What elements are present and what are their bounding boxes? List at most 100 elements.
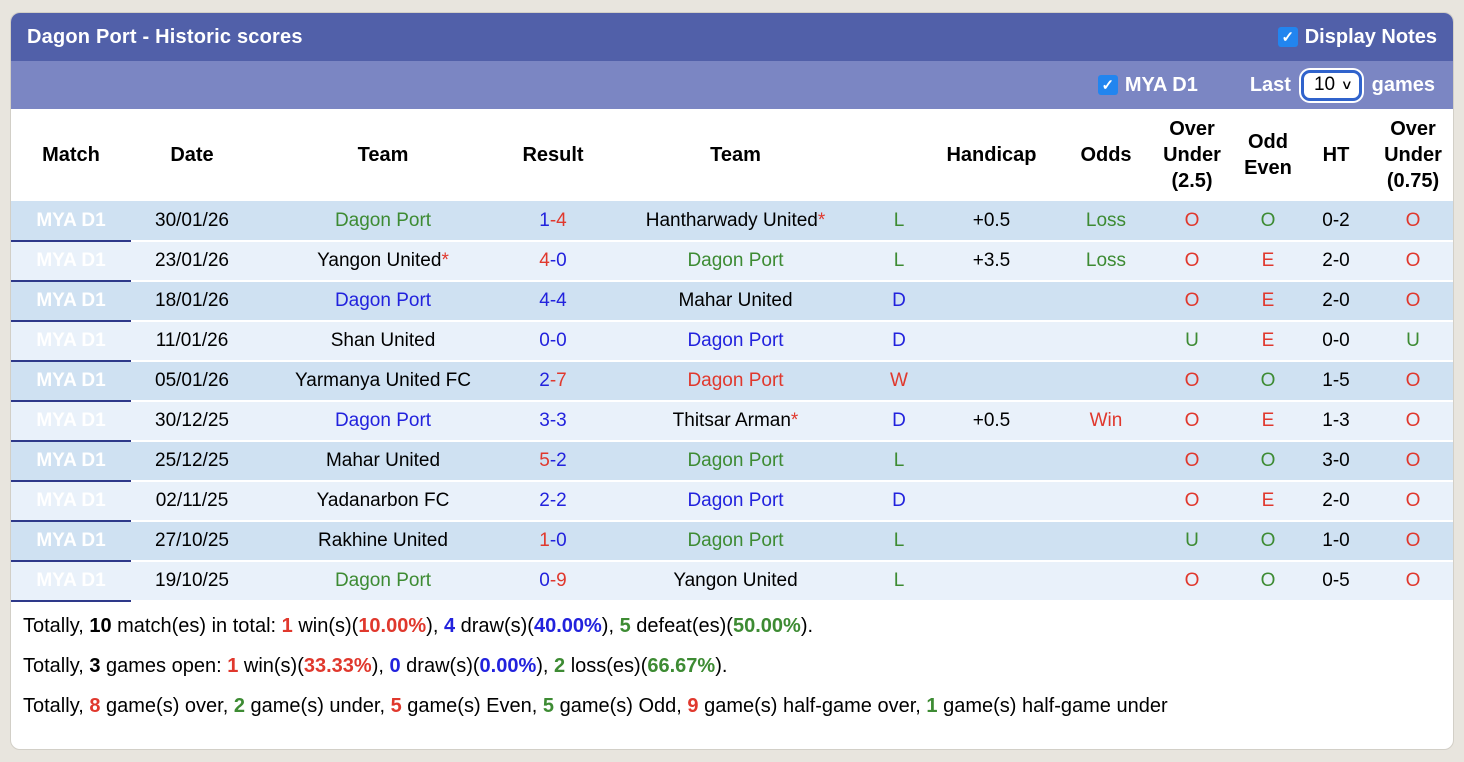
half-time-cell: 2-0: [1301, 281, 1371, 322]
summary-segment: draw(s)(: [400, 655, 480, 677]
over-under-2-5-cell: O: [1149, 201, 1235, 242]
display-notes-checkbox[interactable]: ✓: [1277, 27, 1298, 47]
summary-line: Totally, 3 games open: 1 win(s)(33.33%),…: [23, 646, 1441, 686]
date-cell: 11/01/26: [131, 321, 253, 362]
summary-segment: 50.00%: [732, 615, 801, 637]
odd-even-cell: O: [1235, 201, 1301, 242]
outcome-cell: L: [878, 561, 920, 602]
panel-title: Dagon Port - Historic scores: [27, 25, 303, 48]
summary-segment: win(s)(: [238, 655, 304, 677]
team-name: Dagon Port: [334, 570, 432, 591]
over-under-2-5-cell: O: [1149, 241, 1235, 282]
over-under-0-75-cell: O: [1371, 561, 1453, 602]
home-team-cell: Dagon Port: [253, 401, 513, 442]
score-separator: -: [549, 450, 557, 471]
handicap-cell: [920, 481, 1063, 522]
half-time-cell: 2-0: [1301, 241, 1371, 282]
away-team-cell: Dagon Port: [593, 521, 878, 562]
col-header-over-under-2-5: Over Under (2.5): [1149, 109, 1235, 201]
handicap-cell: [920, 281, 1063, 322]
games-count-value: 10: [1313, 73, 1336, 95]
col-header-odds: Odds: [1063, 109, 1149, 201]
league-cell: MYA D1: [11, 481, 131, 522]
summary-segment: win(s)(: [292, 615, 359, 637]
handicap-cell: +0.5: [920, 401, 1063, 442]
team-name: Rakhine United: [318, 530, 448, 551]
half-time-cell: 0-2: [1301, 201, 1371, 242]
summary-segment: 4: [443, 615, 456, 637]
display-notes-label: Display Notes: [1304, 25, 1437, 48]
summary-segment: 5: [619, 615, 631, 637]
outcome-cell: W: [878, 361, 920, 402]
summary-segment: Totally,: [23, 655, 90, 677]
odd-even-cell: E: [1235, 321, 1301, 362]
date-cell: 25/12/25: [131, 441, 253, 482]
away-score: 0: [556, 530, 567, 551]
away-score: 4: [556, 209, 567, 231]
league-checkbox[interactable]: ✓: [1097, 75, 1118, 95]
away-team-cell: Dagon Port: [593, 481, 878, 522]
odd-even-cell: E: [1235, 281, 1301, 322]
result-cell: 4-4: [513, 281, 593, 322]
odd-even-cell: E: [1235, 241, 1301, 282]
summary-segment: game(s) Odd,: [554, 695, 688, 717]
summary-segment: 3: [89, 655, 101, 677]
over-under-0-75-cell: O: [1371, 241, 1453, 282]
away-score: 3: [556, 410, 567, 431]
games-count-select[interactable]: 10 ∨: [1300, 69, 1362, 101]
summary-segment: 2: [554, 655, 566, 677]
team-name: Mahar United: [325, 450, 441, 471]
odds-cell: [1063, 521, 1149, 562]
summary-segment: 2: [233, 695, 245, 717]
team-name: Dagon Port: [334, 410, 432, 431]
date-cell: 30/12/25: [131, 401, 253, 442]
outcome-cell: D: [878, 401, 920, 442]
chevron-down-icon: ∨: [1340, 76, 1354, 92]
team-name: Yarmanya United FC: [295, 370, 471, 391]
league-cell: MYA D1: [11, 201, 131, 242]
away-score: 9: [556, 570, 567, 591]
col-header-away-team: Team: [593, 109, 878, 201]
league-filter-toggle[interactable]: ✓ MYA D1: [1097, 74, 1198, 97]
odds-cell: [1063, 361, 1149, 402]
team-name: Yangon United: [673, 570, 798, 591]
summary-segment: 9: [687, 695, 699, 717]
table-row: MYA D1 02/11/25 Yadanarbon FC 2-2 Dagon Port…: [11, 481, 1453, 522]
team-name: Dagon Port: [334, 209, 432, 231]
over-under-2-5-cell: O: [1149, 361, 1235, 402]
col-header-outcome: [878, 109, 920, 201]
team-name: Dagon Port: [334, 290, 432, 311]
home-score: 1: [539, 209, 550, 231]
outcome-cell: L: [878, 241, 920, 282]
home-score: 4: [539, 290, 550, 311]
odd-even-cell: O: [1235, 521, 1301, 562]
handicap-cell: [920, 361, 1063, 402]
home-team-cell: Yangon United*: [253, 241, 513, 282]
away-team-cell: Dagon Port: [593, 441, 878, 482]
col-header-match: Match: [11, 109, 131, 201]
league-cell: MYA D1: [11, 401, 131, 442]
away-team-cell: Yangon United: [593, 561, 878, 602]
result-cell: 3-3: [513, 401, 593, 442]
half-time-cell: 1-3: [1301, 401, 1371, 442]
col-header-result: Result: [513, 109, 593, 201]
score-separator: -: [549, 290, 557, 311]
home-team-cell: Dagon Port: [253, 201, 513, 242]
summary-segment: game(s) over,: [100, 695, 234, 717]
league-cell: MYA D1: [11, 321, 131, 362]
summary-line: Totally, 10 match(es) in total: 1 win(s)…: [23, 606, 1441, 646]
col-header-date: Date: [131, 109, 253, 201]
summary-segment: ),: [601, 615, 620, 637]
over-under-2-5-cell: O: [1149, 281, 1235, 322]
outcome-cell: L: [878, 521, 920, 562]
home-team-cell: Dagon Port: [253, 281, 513, 322]
result-cell: 1-4: [513, 201, 593, 242]
display-notes-toggle[interactable]: ✓ Display Notes: [1277, 25, 1437, 49]
summary-segment: 40.00%: [533, 615, 602, 637]
over-under-2-5-cell: O: [1149, 441, 1235, 482]
summary-segment: game(s) Even,: [401, 695, 543, 717]
col-header-odd-even: Odd Even: [1235, 109, 1301, 201]
summary-segment: draw(s)(: [455, 615, 534, 637]
half-time-cell: 0-0: [1301, 321, 1371, 362]
summary-segment: 8: [89, 695, 101, 717]
